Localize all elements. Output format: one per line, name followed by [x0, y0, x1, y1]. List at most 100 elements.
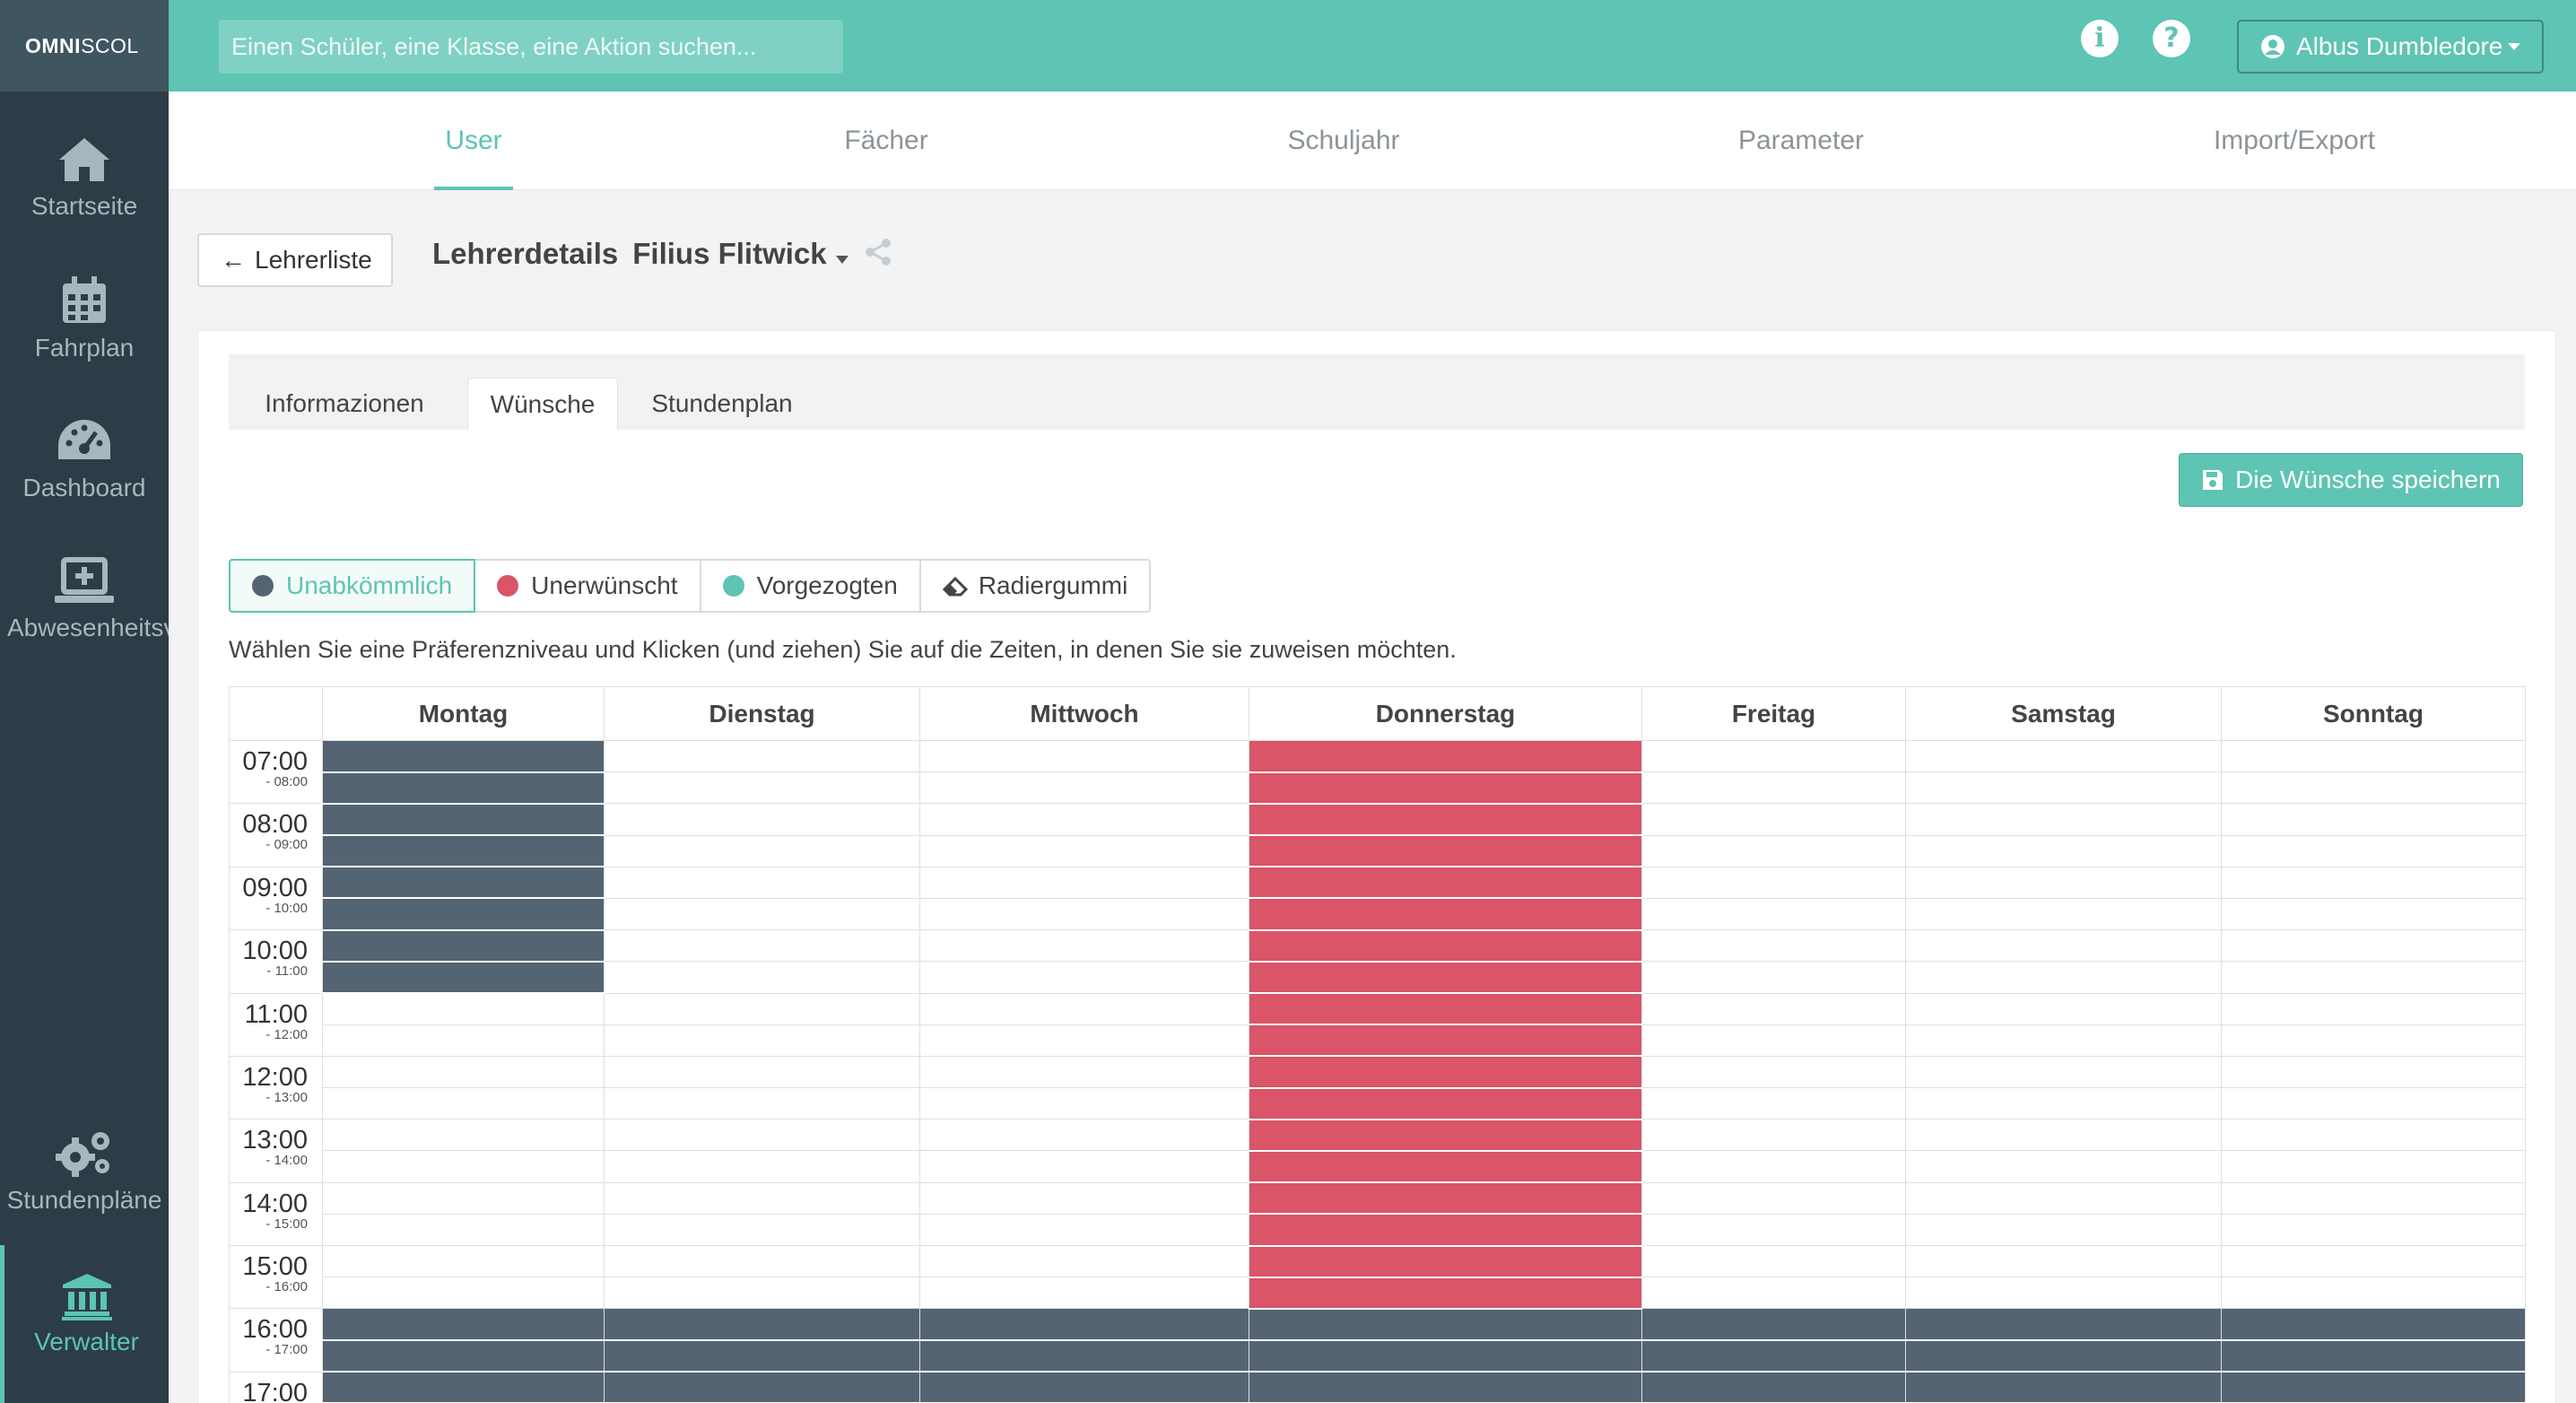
time-slot[interactable] [604, 739, 920, 773]
tab-wuensche[interactable]: Wünsche [467, 378, 618, 430]
time-slot[interactable] [604, 897, 920, 931]
time-slot[interactable] [2221, 803, 2526, 836]
time-slot[interactable] [322, 834, 605, 868]
time-slot[interactable] [322, 1339, 605, 1373]
time-slot[interactable] [322, 803, 605, 837]
time-slot[interactable] [1641, 992, 1906, 1025]
time-slot[interactable] [2221, 1371, 2526, 1403]
teacher-select[interactable]: Filius Flitwick [632, 237, 849, 271]
tab-schuljahr[interactable]: Schuljahr [1287, 126, 1400, 155]
sidebar-item-abwesenheit[interactable]: Abwesenheitsverwaltung [0, 556, 169, 642]
time-slot[interactable] [2221, 1181, 2526, 1215]
time-slot[interactable] [604, 1181, 920, 1215]
time-slot[interactable] [1249, 1119, 1642, 1152]
time-slot[interactable] [1641, 1213, 1906, 1247]
time-slot[interactable] [1641, 1339, 1906, 1373]
time-slot[interactable] [2221, 1308, 2526, 1342]
time-slot[interactable] [2221, 771, 2526, 805]
time-slot[interactable] [919, 1119, 1249, 1152]
time-slot[interactable] [322, 1213, 605, 1247]
share-icon[interactable] [863, 237, 893, 267]
tab-parameter[interactable]: Parameter [1737, 126, 1865, 155]
time-slot[interactable] [604, 992, 920, 1025]
time-slot[interactable] [322, 771, 605, 805]
time-slot[interactable] [1249, 1277, 1642, 1310]
time-slot[interactable] [604, 1339, 920, 1373]
time-slot[interactable] [1249, 961, 1642, 995]
time-slot[interactable] [1905, 834, 2222, 867]
time-slot[interactable] [322, 1181, 605, 1215]
time-slot[interactable] [322, 961, 605, 995]
time-slot[interactable] [1905, 1055, 2222, 1089]
time-slot[interactable] [1249, 992, 1642, 1026]
time-slot[interactable] [322, 739, 605, 773]
time-slot[interactable] [322, 1055, 605, 1089]
time-slot[interactable] [1641, 1150, 1906, 1183]
time-slot[interactable] [1641, 1181, 1906, 1215]
time-slot[interactable] [1249, 739, 1642, 773]
time-slot[interactable] [604, 1119, 920, 1152]
time-slot[interactable] [1249, 1024, 1642, 1058]
time-slot[interactable] [322, 897, 605, 931]
time-slot[interactable] [1249, 1244, 1642, 1278]
sidebar-item-stundenplaene[interactable]: Stundenpläne [0, 1127, 169, 1215]
time-slot[interactable] [919, 739, 1249, 773]
time-slot[interactable] [1249, 1308, 1642, 1342]
time-slot[interactable] [1249, 1213, 1642, 1247]
time-slot[interactable] [919, 961, 1249, 994]
time-slot[interactable] [322, 1024, 605, 1057]
time-slot[interactable] [2221, 1087, 2526, 1120]
back-to-teacher-list-button[interactable]: ← Lehrerliste [197, 233, 393, 287]
time-slot[interactable] [2221, 1150, 2526, 1183]
search-input[interactable] [219, 20, 843, 74]
time-slot[interactable] [1249, 771, 1642, 805]
time-slot[interactable] [1905, 929, 2222, 963]
time-slot[interactable] [1905, 1024, 2222, 1057]
time-slot[interactable] [604, 1277, 920, 1310]
time-slot[interactable] [1641, 929, 1906, 963]
time-slot[interactable] [604, 1024, 920, 1057]
sidebar-item-dashboard[interactable]: Dashboard [0, 416, 169, 502]
time-slot[interactable] [919, 1244, 1249, 1278]
time-slot[interactable] [322, 929, 605, 963]
time-slot[interactable] [1249, 1087, 1642, 1120]
time-slot[interactable] [604, 834, 920, 867]
time-slot[interactable] [1905, 1150, 2222, 1183]
time-slot[interactable] [1249, 897, 1642, 931]
time-slot[interactable] [1905, 1119, 2222, 1152]
time-slot[interactable] [322, 1371, 605, 1403]
time-slot[interactable] [919, 1277, 1249, 1310]
brand-logo[interactable]: OMNI SCOL [0, 0, 169, 92]
time-slot[interactable] [1905, 803, 2222, 836]
time-slot[interactable] [1905, 1277, 2222, 1310]
time-slot[interactable] [1249, 1181, 1642, 1216]
time-slot[interactable] [919, 1213, 1249, 1247]
time-slot[interactable] [604, 1308, 920, 1342]
time-slot[interactable] [2221, 1244, 2526, 1278]
time-slot[interactable] [1905, 1087, 2222, 1120]
time-slot[interactable] [1249, 1150, 1642, 1184]
time-slot[interactable] [604, 771, 920, 805]
time-slot[interactable] [1905, 739, 2222, 773]
time-slot[interactable] [1641, 1055, 1906, 1089]
time-slot[interactable] [1641, 1308, 1906, 1342]
time-slot[interactable] [1249, 1339, 1642, 1373]
time-slot[interactable] [604, 803, 920, 836]
user-menu-button[interactable]: Albus Dumbledore [2237, 20, 2544, 74]
time-slot[interactable] [322, 866, 605, 900]
time-slot[interactable] [1641, 1119, 1906, 1152]
time-slot[interactable] [1905, 897, 2222, 931]
time-slot[interactable] [919, 803, 1249, 836]
time-slot[interactable] [919, 866, 1249, 899]
time-slot[interactable] [919, 1055, 1249, 1089]
time-slot[interactable] [1905, 1308, 2222, 1342]
time-slot[interactable] [604, 1087, 920, 1120]
save-wishes-button[interactable]: Die Wünsche speichern [2179, 453, 2523, 507]
sidebar-item-startseite[interactable]: Startseite [0, 135, 169, 221]
time-slot[interactable] [604, 961, 920, 994]
time-slot[interactable] [1641, 1024, 1906, 1057]
time-slot[interactable] [604, 929, 920, 963]
time-slot[interactable] [1641, 834, 1906, 867]
time-slot[interactable] [1249, 803, 1642, 837]
time-slot[interactable] [604, 1150, 920, 1183]
